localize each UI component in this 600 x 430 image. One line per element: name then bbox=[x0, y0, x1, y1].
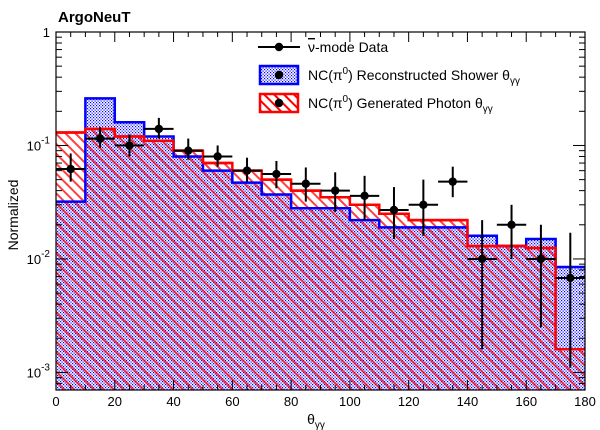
legend-entry: NC(π0) Reconstructed Shower θγγ bbox=[258, 64, 520, 87]
axes: 0 20 40 60 80 100 120 140 160 180 10-3 10-2 10-1 1 bbox=[27, 25, 596, 409]
legend-swatch-marker bbox=[274, 70, 284, 80]
experiment-label: ArgoNeuT bbox=[58, 9, 131, 26]
y-tick-label: 1 bbox=[43, 25, 50, 40]
gen-photon-fill bbox=[56, 128, 585, 390]
legend: ν-mode Data NC(π0) Reconstructed Shower θ… bbox=[258, 39, 520, 115]
data-point bbox=[555, 232, 585, 368]
data-point-marker bbox=[477, 254, 487, 264]
data-point bbox=[291, 167, 321, 202]
x-axis-label-subscript: γγ bbox=[315, 420, 325, 430]
data-point-marker bbox=[536, 254, 546, 264]
y-axis-label: Normalized bbox=[5, 180, 21, 251]
data-point-marker bbox=[242, 166, 252, 175]
data-point-marker bbox=[184, 146, 193, 155]
data-point bbox=[349, 175, 380, 221]
plot-area bbox=[56, 97, 585, 390]
x-tick-label: 160 bbox=[515, 394, 537, 409]
data-point-marker bbox=[448, 177, 457, 186]
data-point bbox=[232, 157, 262, 182]
x-tick-label: 40 bbox=[166, 394, 180, 409]
data-point bbox=[144, 117, 174, 139]
y-tick-label: 10-1 bbox=[27, 135, 51, 153]
x-tick-label: 60 bbox=[225, 394, 239, 409]
y-tick-label: 10-2 bbox=[27, 249, 51, 267]
data-point bbox=[496, 204, 527, 259]
x-tick-label: 140 bbox=[457, 394, 479, 409]
legend-label: NC(π0) Reconstructed Shower θγγ bbox=[308, 66, 520, 87]
data-point-marker bbox=[566, 273, 575, 283]
x-tick-label: 0 bbox=[52, 394, 59, 409]
data-point-marker bbox=[507, 220, 516, 229]
data-point-marker bbox=[419, 200, 428, 210]
data-point bbox=[56, 153, 86, 182]
data-point bbox=[438, 166, 468, 198]
x-tick-label: 180 bbox=[574, 394, 596, 409]
data-point-marker bbox=[389, 205, 399, 215]
data-point-marker bbox=[66, 164, 75, 174]
data-point bbox=[202, 145, 233, 167]
data-point bbox=[173, 138, 203, 160]
data-point bbox=[85, 127, 115, 149]
data-point-marker bbox=[272, 169, 281, 179]
y-tick-label: 10-3 bbox=[27, 362, 51, 380]
x-tick-label: 100 bbox=[339, 394, 361, 409]
data-point-marker bbox=[95, 134, 105, 143]
data-point-marker bbox=[154, 124, 164, 134]
x-axis-label: θγγ bbox=[307, 411, 325, 430]
data-point-marker bbox=[360, 191, 369, 201]
legend-swatch-marker bbox=[274, 98, 284, 108]
data-point bbox=[320, 172, 350, 212]
data-point-marker bbox=[213, 152, 222, 161]
data-point bbox=[379, 187, 409, 239]
data-point bbox=[408, 179, 439, 236]
data-point-marker bbox=[330, 186, 340, 195]
data-point bbox=[114, 134, 145, 157]
x-tick-label: 80 bbox=[284, 394, 298, 409]
x-tick-label: 20 bbox=[108, 394, 122, 409]
legend-label: NC(π0) Generated Photon θγγ bbox=[308, 94, 493, 115]
legend-entry: ν-mode Data bbox=[258, 39, 388, 55]
x-axis-label-symbol: θ bbox=[307, 411, 315, 427]
x-tick-label: 120 bbox=[398, 394, 420, 409]
data-point bbox=[467, 220, 497, 350]
data-point bbox=[261, 160, 292, 189]
legend-label: ν-mode Data bbox=[308, 39, 388, 55]
reco-shower-outline bbox=[56, 97, 585, 269]
data-point bbox=[526, 224, 556, 328]
data-point-marker bbox=[125, 141, 134, 150]
data-point-marker bbox=[301, 179, 311, 188]
legend-entry: NC(π0) Generated Photon θγγ bbox=[258, 92, 493, 115]
legend-swatch-marker bbox=[274, 42, 284, 52]
